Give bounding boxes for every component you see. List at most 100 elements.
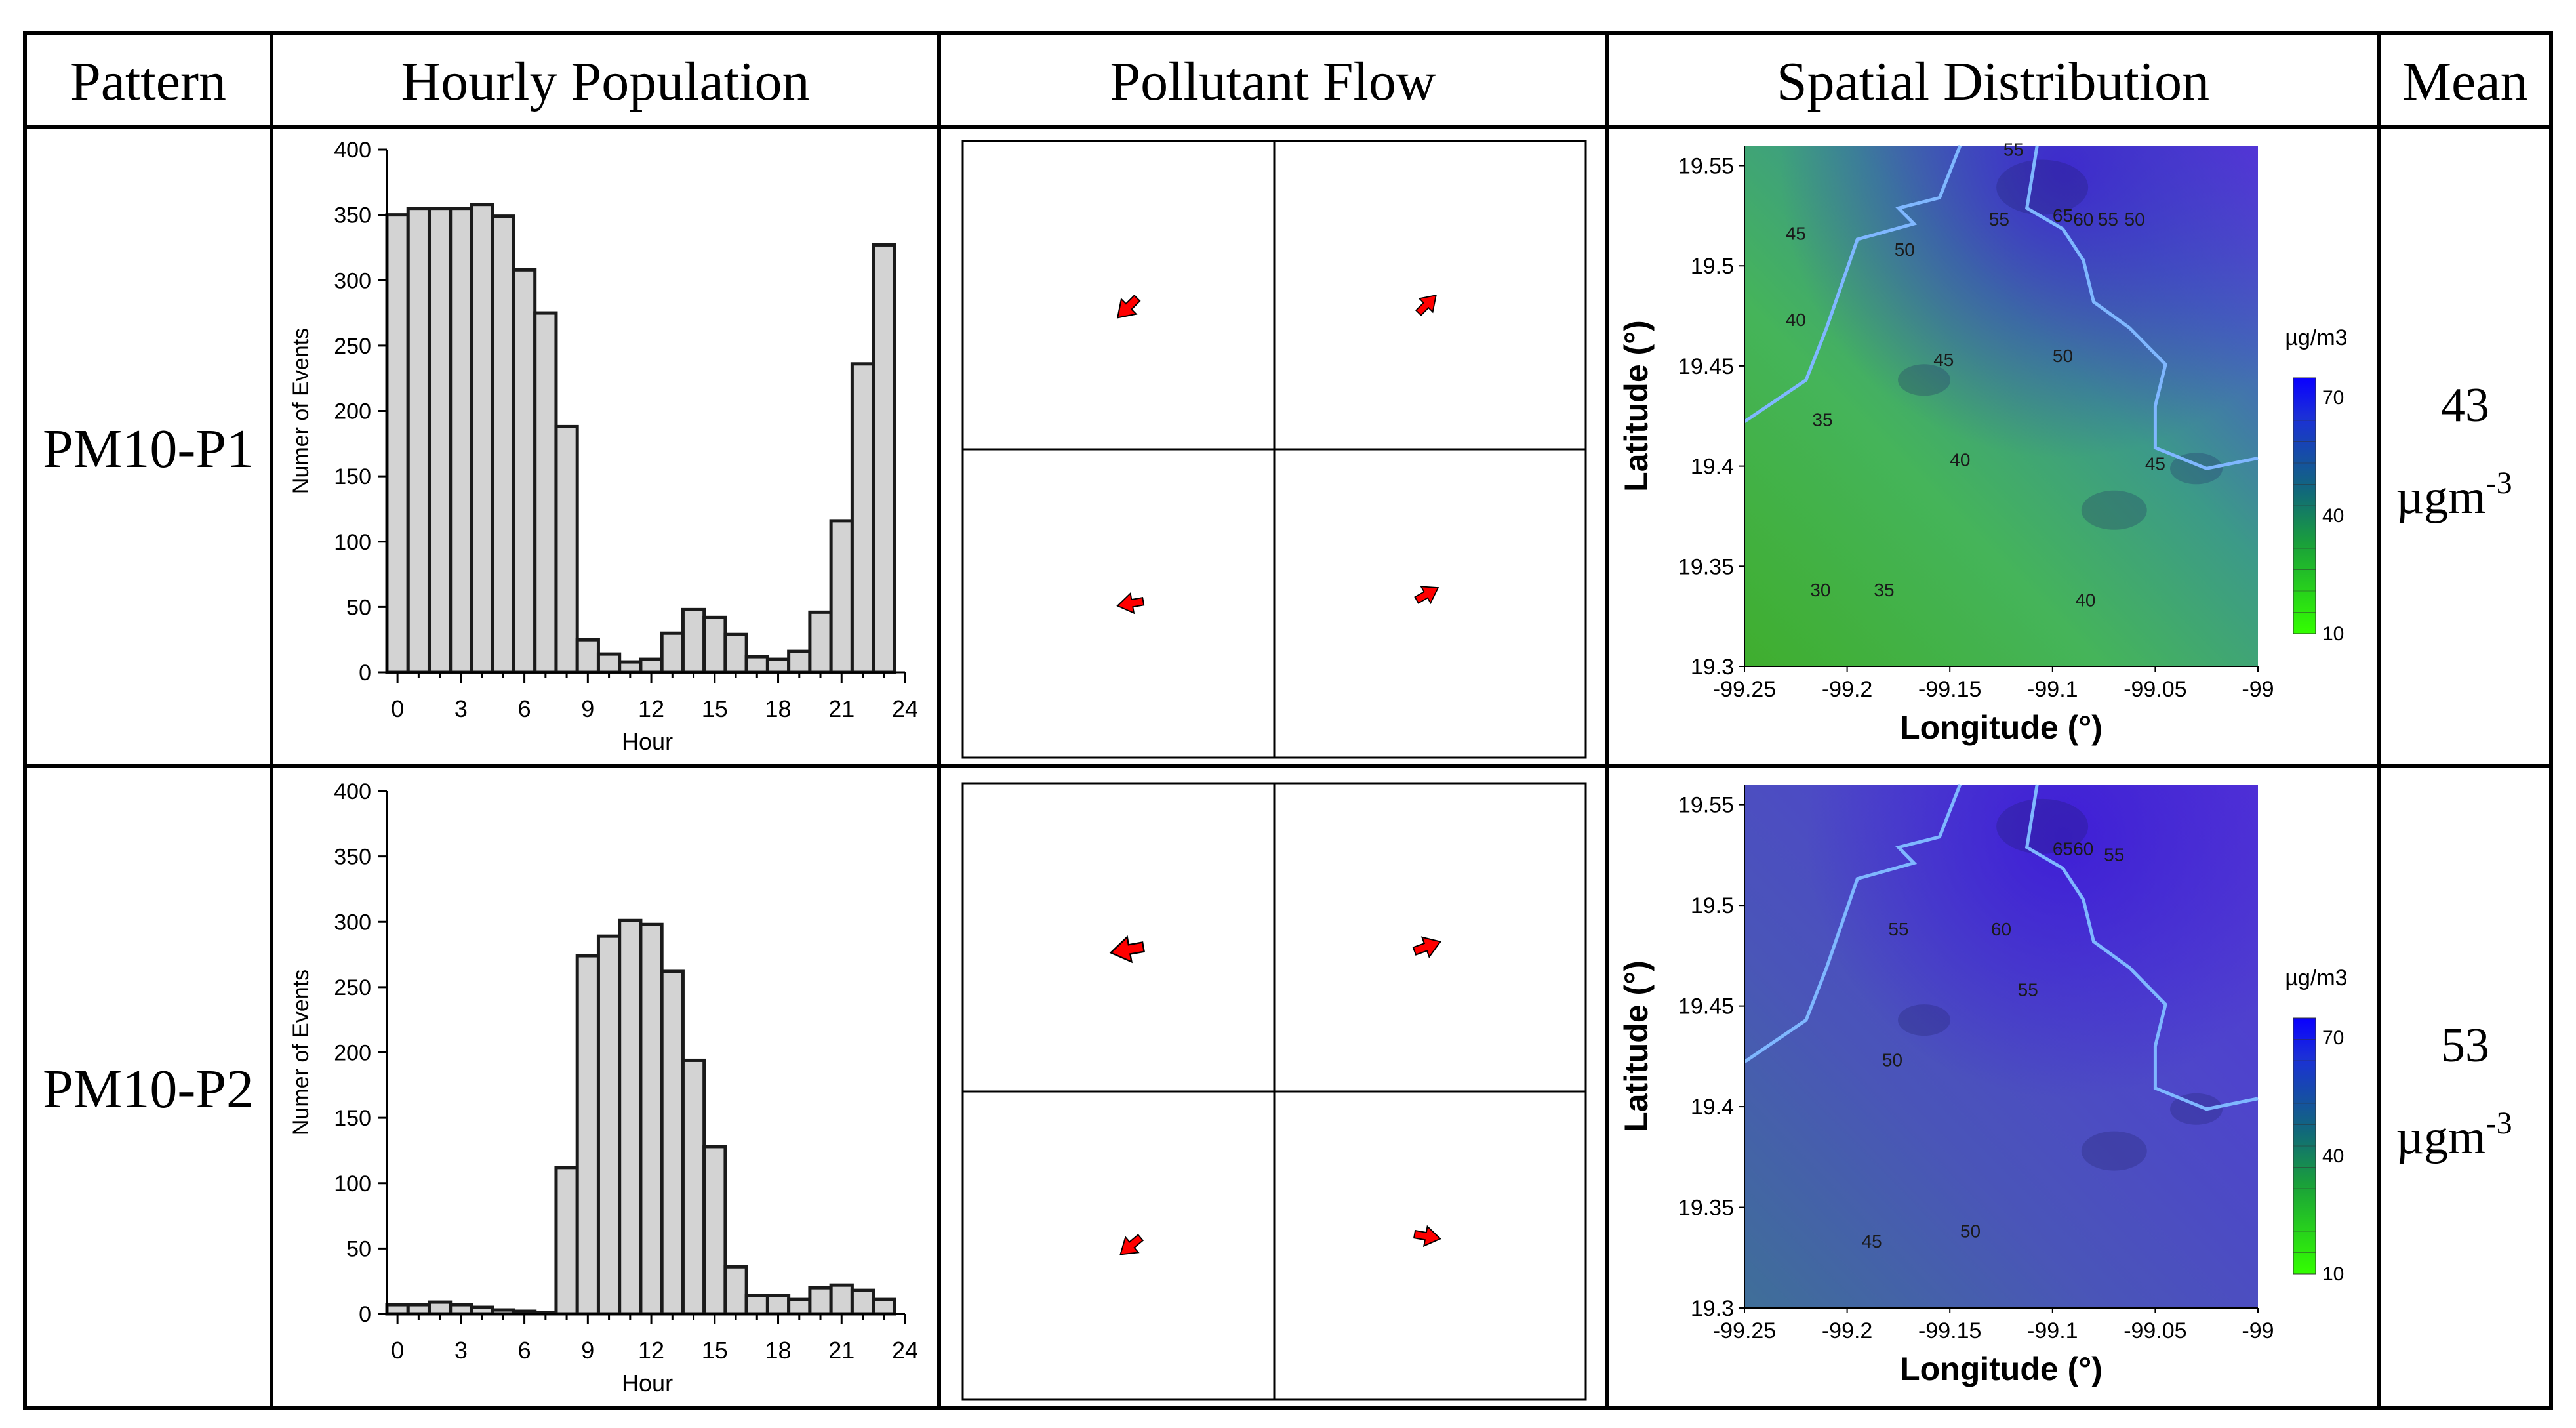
- hist-bar: [427, 1300, 453, 1316]
- y-tick-label: 350: [334, 203, 371, 228]
- x-axis-label: Hour: [622, 728, 673, 755]
- y-tick-label: 0: [359, 1302, 371, 1327]
- contour-label: 35: [1874, 580, 1894, 600]
- contour-label: 45: [2145, 454, 2165, 474]
- contour-label: 50: [1960, 1221, 1981, 1242]
- row-2-mean-unit: µgm-3: [2396, 1106, 2512, 1164]
- colorbar-tick-label: 40: [2322, 505, 2344, 527]
- y-tick-label: 150: [334, 464, 371, 489]
- contour-label: 65: [2053, 838, 2073, 859]
- x-tick-label: -99.05: [2123, 1318, 2186, 1343]
- y-tick-label: 19.35: [1678, 554, 1734, 579]
- colorbar-tick-label: 40: [2322, 1145, 2344, 1167]
- contour-label: 55: [2018, 979, 2038, 1000]
- contour-label: 65: [2053, 205, 2073, 226]
- hist-bar: [575, 638, 600, 674]
- contour-label: 35: [1812, 410, 1832, 430]
- x-axis-label: Longitude (°): [1900, 1351, 2103, 1387]
- hist-bar: [829, 519, 854, 674]
- row-1-pattern-label: PM10-P1: [43, 418, 254, 479]
- x-tick-label: 9: [581, 1337, 594, 1364]
- x-tick-label: 3: [454, 695, 468, 722]
- x-tick-label: 24: [892, 1337, 918, 1364]
- x-tick-label: 21: [828, 695, 855, 722]
- hist-bar: [850, 1288, 875, 1316]
- row-2-pattern-label: PM10-P2: [43, 1059, 254, 1120]
- colorbar-tick-label: 10: [2322, 1263, 2344, 1285]
- x-tick-label: 0: [391, 695, 404, 722]
- terrain-shade: [1996, 798, 2089, 854]
- y-tick-label: 50: [346, 1236, 371, 1261]
- hist-bar: [449, 207, 473, 674]
- y-tick-label: 19.3: [1691, 1296, 1734, 1321]
- hist-bar: [618, 918, 643, 1316]
- x-tick-label: -99.1: [2027, 1318, 2078, 1343]
- y-axis-label: Numer of Events: [289, 328, 313, 494]
- flow-arrow-bottom-right: [1414, 586, 1439, 605]
- contour-label: 55: [2104, 845, 2124, 865]
- y-tick-label: 250: [334, 975, 371, 1000]
- map-hotspot: [1744, 785, 2258, 1308]
- y-tick-label: 200: [334, 1041, 371, 1066]
- colorbar-tick-label: 10: [2322, 623, 2344, 645]
- x-tick-label: 6: [518, 695, 531, 722]
- y-tick-label: 300: [334, 268, 371, 293]
- x-tick-label: 18: [765, 695, 792, 722]
- header-mean: Mean: [2402, 51, 2527, 112]
- city-boundary-east: [2024, 784, 2259, 1111]
- colorbar-tick-label: 70: [2322, 387, 2344, 409]
- hist-bar: [702, 1145, 727, 1316]
- x-tick-label: 21: [828, 1337, 855, 1364]
- hist-bar: [618, 660, 643, 674]
- terrain-shade: [2081, 490, 2147, 530]
- x-tick-label: 12: [638, 695, 664, 722]
- colorbar-unit-label: µg/m3: [2285, 325, 2347, 350]
- x-tick-label: -99: [2242, 1318, 2274, 1343]
- x-axis-label: Hour: [622, 1370, 673, 1397]
- y-tick-label: 19.4: [1691, 1095, 1734, 1120]
- y-tick-label: 19.45: [1678, 994, 1734, 1019]
- x-tick-label: -99.05: [2123, 677, 2186, 702]
- hist-bar: [385, 1303, 410, 1316]
- row-1-mean: 43 µgm-3: [2396, 378, 2512, 524]
- x-tick-label: 12: [638, 1337, 664, 1364]
- terrain-shade: [2081, 1131, 2147, 1171]
- row-2-mean: 53 µgm-3: [2396, 1019, 2512, 1164]
- row-2-pollutant-flow-panel: [961, 782, 1587, 1401]
- y-tick-label: 200: [334, 399, 371, 424]
- row-2-mean-unit-exp: -3: [2486, 1106, 2512, 1141]
- hist-bar: [660, 631, 685, 674]
- flow-arrow-bottom-left: [1119, 1234, 1144, 1255]
- terrain-shade: [1898, 1004, 1951, 1036]
- x-tick-label: 0: [391, 1337, 404, 1364]
- hist-bar: [744, 655, 769, 674]
- hist-bar: [681, 607, 706, 674]
- contour-label: 50: [2053, 346, 2073, 366]
- flow-arrow-top-right: [1415, 294, 1437, 316]
- x-tick-label: 24: [892, 695, 918, 722]
- y-tick-label: 250: [334, 334, 371, 359]
- x-tick-label: -99.25: [1713, 677, 1776, 702]
- hist-bar: [512, 268, 537, 674]
- hist-bar: [681, 1058, 706, 1316]
- x-tick-label: -99: [2242, 677, 2274, 702]
- header-spatial-distribution: Spatial Distribution: [1777, 51, 2209, 112]
- city-boundary-west: [1743, 784, 1962, 1064]
- header-pollutant-flow: Pollutant Flow: [1110, 51, 1436, 112]
- contour-label: 55: [2003, 139, 2024, 159]
- header-row: Pattern Hourly Population Pollutant Flow…: [70, 51, 2528, 112]
- hist-bar: [385, 213, 410, 674]
- hist-bar: [872, 243, 896, 674]
- hist-bar: [449, 1303, 473, 1316]
- x-tick-label: -99.25: [1713, 1318, 1776, 1343]
- contour-label: 45: [1786, 224, 1806, 244]
- x-tick-label: 3: [454, 1337, 468, 1364]
- y-axis-label: Latitude (°): [1618, 320, 1655, 492]
- contour-label: 60: [2073, 209, 2093, 230]
- contour-label: 50: [1882, 1050, 1902, 1071]
- hist-bar: [829, 1283, 854, 1316]
- hist-bar: [639, 922, 664, 1316]
- terrain-shade: [1898, 364, 1951, 396]
- y-tick-label: 400: [334, 138, 371, 163]
- x-tick-label: 15: [702, 695, 728, 722]
